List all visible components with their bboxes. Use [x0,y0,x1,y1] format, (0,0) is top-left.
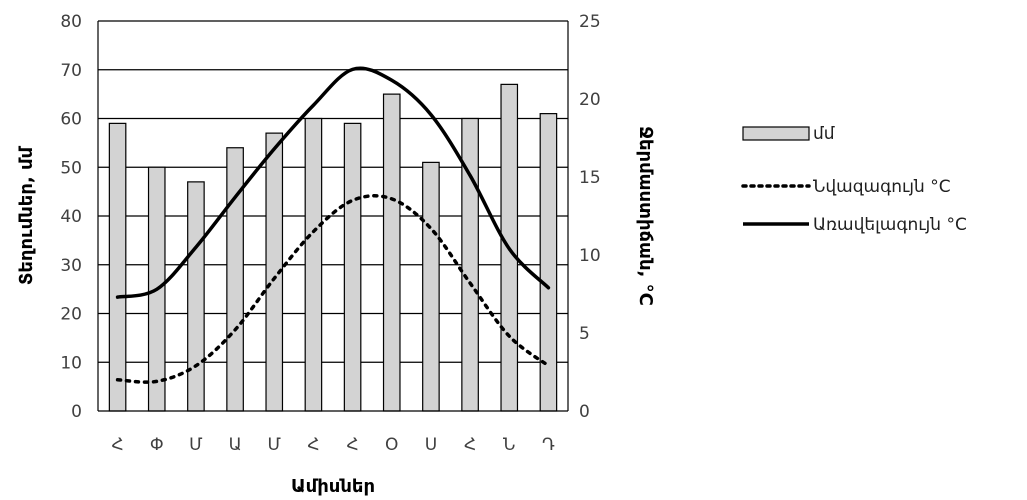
legend: մմ Նվազագույն °C Առավելագույն °C [741,124,967,235]
x-tick-label-9: Հ [464,435,476,455]
series-line-min [115,194,551,384]
bar-5 [304,117,323,412]
x-axis-title: Ամիսներ [291,476,375,497]
x-tick-label-10: Ն [503,435,515,455]
x-tick-label-5: Հ [307,435,319,455]
y-tick-label-0: 0 [71,402,82,422]
x-tick-label-7: Օ [385,435,398,455]
y2-tick-label-1: 5 [579,324,590,344]
series-line-max [115,66,551,299]
gridlines [98,20,568,363]
axes [97,21,569,412]
x-tick-label-11: Դ [542,435,555,455]
bar-2 [187,181,205,412]
bar-11 [539,113,558,412]
bar-7 [382,93,401,412]
y2-tick-label-5: 25 [579,12,601,32]
y-tick-label-6: 60 [60,110,82,130]
legend-label-mm: մմ [813,124,835,144]
y-tick-label-4: 40 [60,207,82,227]
y-axis-title: Տեղումներ, մմ [16,145,37,285]
x-tick-label-8: Ս [425,435,437,455]
y2-axis-title: Ջերմաստիճան, °C [635,126,656,306]
x-tick-label-0: Հ [111,435,123,455]
y2-tick-label-4: 20 [579,90,601,110]
legend-swatch-mm [742,126,810,141]
y2-tick-label-3: 15 [579,168,601,188]
bar-0 [108,122,127,412]
y-tick-label-2: 20 [60,305,82,325]
left-tick-labels: 0 10 20 30 40 50 60 70 80 [60,12,82,422]
series-lines [115,66,551,384]
x-tick-label-2: Մ [189,435,203,455]
y-tick-label-5: 50 [60,158,82,178]
x-tick-label-4: Մ [268,435,282,455]
y-tick-label-3: 30 [60,256,82,276]
y-tick-label-7: 70 [60,61,82,81]
x-tick-label-6: Հ [346,435,358,455]
legend-label-max: Առավելագույն °C [813,215,967,235]
bar-8 [422,161,440,412]
x-tick-label-3: Ա [229,435,242,455]
right-tick-labels: 0 5 10 15 20 25 [579,12,601,422]
legend-label-min: Նվազագույն °C [813,177,951,197]
y2-tick-label-2: 10 [579,246,601,266]
y2-tick-label-0: 0 [579,402,590,422]
x-tick-label-1: Փ [150,435,164,455]
y-tick-label-8: 80 [60,12,82,32]
bar-6 [343,122,362,412]
y-tick-label-1: 10 [60,353,82,373]
